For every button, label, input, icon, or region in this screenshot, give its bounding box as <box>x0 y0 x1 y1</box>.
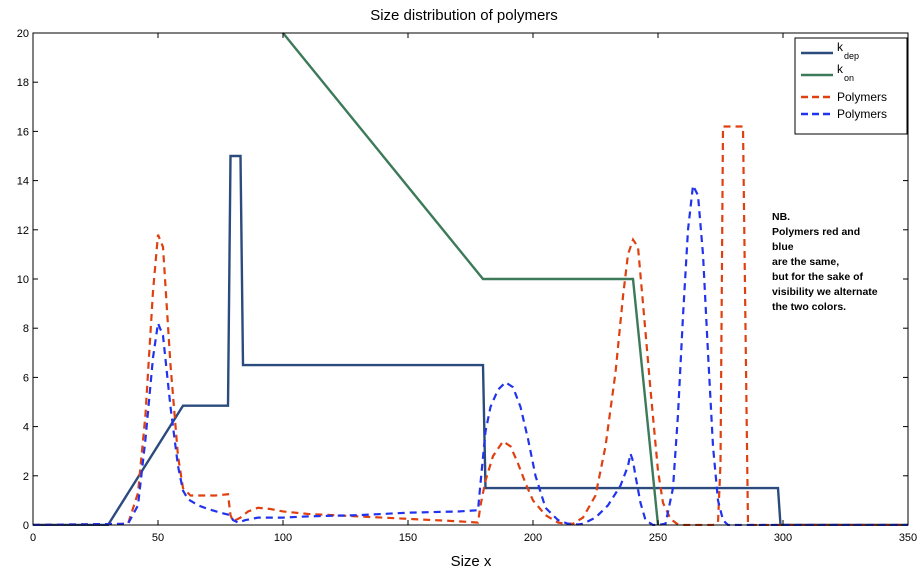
note-line: visibility we alternate <box>772 286 878 298</box>
y-tick-label: 18 <box>17 77 29 89</box>
x-axis: 0 50 100 150 200 250 300 350 <box>30 33 917 544</box>
note-annotation: NB. Polymers red and blue are the same, but … <box>772 211 878 313</box>
note-line: are the same, <box>772 256 839 268</box>
y-tick-label: 0 <box>23 520 29 532</box>
note-line: Polymers red and <box>772 226 860 238</box>
series-line-1 <box>33 154 908 526</box>
legend-label: k <box>837 40 844 54</box>
legend-label: Polymers <box>837 90 887 104</box>
x-tick-label: 250 <box>649 532 667 544</box>
legend-label: k <box>837 62 844 76</box>
y-tick-label: 16 <box>17 126 29 138</box>
note-line: but for the sake of <box>772 271 864 283</box>
note-line: the two colors. <box>772 301 846 313</box>
x-tick-label: 50 <box>152 532 164 544</box>
note-line: NB. <box>772 211 790 223</box>
x-tick-label: 150 <box>399 532 417 544</box>
chart-title: Size distribution of polymers <box>370 7 558 24</box>
x-tick-label: 350 <box>899 532 917 544</box>
note-line: blue <box>772 241 794 253</box>
y-tick-label: 6 <box>23 372 29 384</box>
legend-label: Polymers <box>837 107 887 121</box>
x-tick-label: 300 <box>774 532 792 544</box>
y-tick-label: 12 <box>17 225 29 237</box>
x-tick-label: 0 <box>30 532 36 544</box>
legend-label-subscript: on <box>844 73 854 83</box>
y-tick-label: 4 <box>23 422 29 434</box>
x-axis-label: Size x <box>451 553 492 570</box>
y-tick-label: 2 <box>23 471 29 483</box>
series-line-2 <box>282 32 660 526</box>
x-tick-label: 100 <box>274 532 292 544</box>
x-tick-label: 200 <box>524 532 542 544</box>
series-line-4 <box>33 181 908 526</box>
y-tick-label: 14 <box>17 176 29 188</box>
y-tick-label: 20 <box>17 28 29 40</box>
legend-label-subscript: dep <box>844 51 859 61</box>
y-tick-label: 10 <box>17 274 29 286</box>
y-tick-label: 8 <box>23 323 29 335</box>
